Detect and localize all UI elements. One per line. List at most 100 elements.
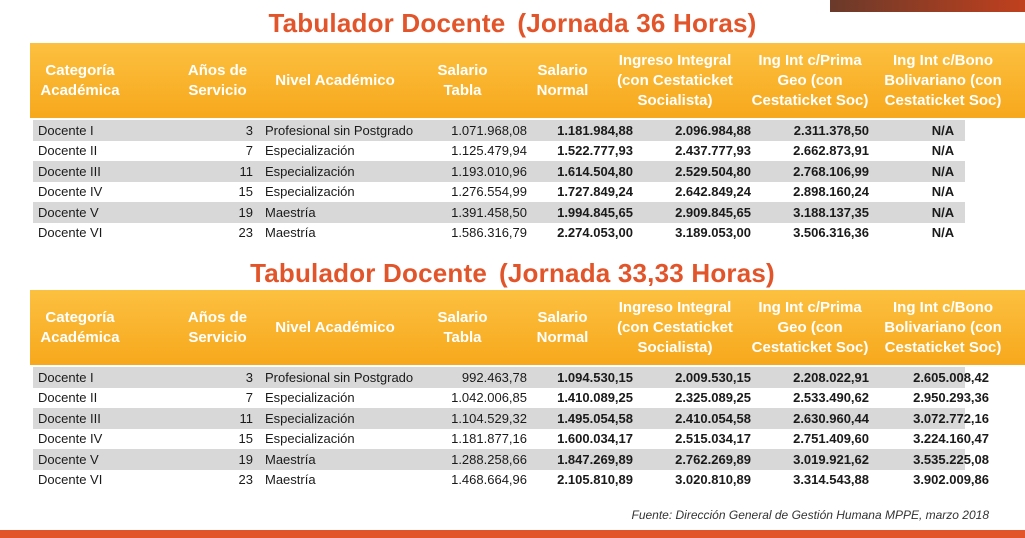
header-normal-line: Normal xyxy=(536,328,589,346)
table-row: Docente II 7 Especialización 1.042.006,85 1.… xyxy=(33,388,989,409)
cell-normal: 2.274.053,00 xyxy=(557,225,633,241)
header-normal-line: Salario xyxy=(537,308,588,326)
cell-normal: 1.994.845,65 xyxy=(557,204,633,220)
header-cat-line: Académica xyxy=(40,328,120,346)
header-cat: Categoría Académica xyxy=(30,43,130,118)
cell-anos: 19 xyxy=(238,451,253,467)
cell-anos: 11 xyxy=(239,410,254,426)
header-geo-line: Ing Int c/Prima xyxy=(758,51,862,69)
cell-cat: Docente III xyxy=(38,163,101,179)
cell-bono: 2.605.008,42 xyxy=(913,369,989,385)
header-anos-line: Años de xyxy=(187,308,248,326)
header-tabla: Salario Tabla xyxy=(425,43,500,118)
cell-geo: 2.768.106,99 xyxy=(793,163,869,179)
cell-normal: 1.495.054,58 xyxy=(557,410,633,426)
cell-bono: 3.535.225,08 xyxy=(913,451,989,467)
header-anos-line: Servicio xyxy=(188,328,247,346)
cell-nivel: Profesional sin Postgrado xyxy=(265,369,414,385)
corner-decoration xyxy=(761,0,1025,12)
cell-geo: 2.898.160,24 xyxy=(793,184,869,200)
header-geo: Ing Int c/Prima Geo (con Cestaticket Soc) xyxy=(748,43,872,118)
header-geo-line: Cestaticket Soc) xyxy=(751,91,869,109)
cell-geo: 2.751.409,60 xyxy=(793,431,869,447)
header-normal-line: Salario xyxy=(537,61,588,79)
cell-tabla: 1.288.258,66 xyxy=(451,451,527,467)
cell-geo: 2.311.378,50 xyxy=(793,122,869,138)
header-tabla-line: Salario xyxy=(437,308,488,326)
header-bono: Ing Int c/Bono Bolivariano (con Cestaticke… xyxy=(878,43,1008,118)
header-nivel: Nivel Académico xyxy=(265,290,405,365)
header-ingreso-line: (con Cestaticket xyxy=(617,318,733,336)
cell-tabla: 1.586.316,79 xyxy=(451,225,527,241)
cell-ingreso: 2.325.089,25 xyxy=(675,390,751,406)
cell-anos: 23 xyxy=(238,472,253,488)
header-geo-line: Cestaticket Soc) xyxy=(751,338,869,356)
cell-nivel: Especialización xyxy=(265,390,355,406)
cell-tabla: 1.276.554,99 xyxy=(451,184,527,200)
table-body-36h: Docente I 3 Profesional sin Postgrado 1.071… xyxy=(33,120,965,243)
cell-anos: 19 xyxy=(238,204,253,220)
header-cat-line: Académica xyxy=(40,81,120,99)
cell-ingreso: 2.096.984,88 xyxy=(675,122,751,138)
cell-geo: 2.630.960,44 xyxy=(793,410,869,426)
cell-anos: 23 xyxy=(238,225,253,241)
cell-nivel: Maestría xyxy=(265,451,316,467)
header-bono-line: Ing Int c/Bono xyxy=(893,298,993,316)
cell-nivel: Especialización xyxy=(265,163,355,179)
header-cat-line: Categoría xyxy=(45,308,115,326)
header-ingreso-line: Ingreso Integral xyxy=(618,298,732,316)
header-ingreso: Ingreso Integral (con Cestaticket Socialis… xyxy=(610,43,740,118)
table-row: Docente VI 23 Maestría 1.468.664,96 2.105.81… xyxy=(33,470,989,491)
header-geo-line: Ing Int c/Prima xyxy=(758,298,862,316)
cell-cat: Docente V xyxy=(38,451,99,467)
cell-bono: 3.072.772,16 xyxy=(913,410,989,426)
cell-anos: 7 xyxy=(245,143,253,159)
cell-normal: 1.614.504,80 xyxy=(557,163,633,179)
header-bono-line: Cestaticket Soc) xyxy=(884,91,1002,109)
cell-anos: 15 xyxy=(238,431,253,447)
header-tabla-line: Salario xyxy=(437,61,488,79)
header-bono: Ing Int c/Bono Bolivariano (con Cestaticke… xyxy=(878,290,1008,365)
cell-geo: 2.533.490,62 xyxy=(793,390,869,406)
header-anos-line: Servicio xyxy=(188,81,247,99)
cell-cat: Docente III xyxy=(38,410,101,426)
table-row: Docente IV 15 Especialización 1.276.554,99 1… xyxy=(33,182,965,203)
header-tabla-line: Tabla xyxy=(443,328,482,346)
cell-tabla: 1.193.010,96 xyxy=(451,163,527,179)
cell-nivel: Maestría xyxy=(265,204,316,220)
header-ingreso-line: Ingreso Integral xyxy=(618,51,732,69)
header-nivel-line: Nivel Académico xyxy=(275,318,395,336)
header-nivel-line: Nivel Académico xyxy=(275,71,395,89)
cell-nivel: Especialización xyxy=(265,143,355,159)
header-ingreso-line: Socialista) xyxy=(637,91,713,109)
table-row: Docente V 19 Maestría 1.391.458,50 1.994.845… xyxy=(33,202,965,223)
table-row: Docente I 3 Profesional sin Postgrado 992.4… xyxy=(33,367,989,388)
cell-ingreso: 2.410.054,58 xyxy=(675,410,751,426)
title-sub: (Jornada 33,33 Horas) xyxy=(499,258,775,288)
section-title-36h: Tabulador Docente (Jornada 36 Horas) xyxy=(0,8,1025,39)
cell-geo: 3.506.316,36 xyxy=(793,225,869,241)
header-geo-line: Geo (con xyxy=(777,318,843,336)
title-main: Tabulador Docente xyxy=(268,8,506,38)
header-bono-line: Bolivariano (con xyxy=(884,318,1002,336)
cell-tabla: 1.104.529,32 xyxy=(451,410,527,426)
header-ingreso-line: Socialista) xyxy=(637,338,713,356)
header-cat: Categoría Académica xyxy=(30,290,130,365)
cell-ingreso: 2.009.530,15 xyxy=(675,369,751,385)
cell-geo: 2.662.873,91 xyxy=(793,143,869,159)
cell-tabla: 1.125.479,94 xyxy=(451,143,527,159)
header-normal: Salario Normal xyxy=(525,290,600,365)
cell-anos: 3 xyxy=(245,369,253,385)
cell-bono: 3.224.160,47 xyxy=(913,431,989,447)
cell-bono: N/A xyxy=(931,225,955,241)
cell-ingreso: 2.762.269,89 xyxy=(675,451,751,467)
source-note: Fuente: Dirección General de Gestión Hum… xyxy=(631,508,989,522)
header-bono-line: Bolivariano (con xyxy=(884,71,1002,89)
cell-geo: 2.208.022,91 xyxy=(793,369,869,385)
cell-cat: Docente V xyxy=(38,204,99,220)
cell-ingreso: 3.020.810,89 xyxy=(675,472,751,488)
cell-normal: 1.094.530,15 xyxy=(557,369,633,385)
cell-geo: 3.019.921,62 xyxy=(793,451,869,467)
cell-cat: Docente II xyxy=(38,143,98,159)
cell-tabla: 1.071.968,08 xyxy=(451,122,527,138)
